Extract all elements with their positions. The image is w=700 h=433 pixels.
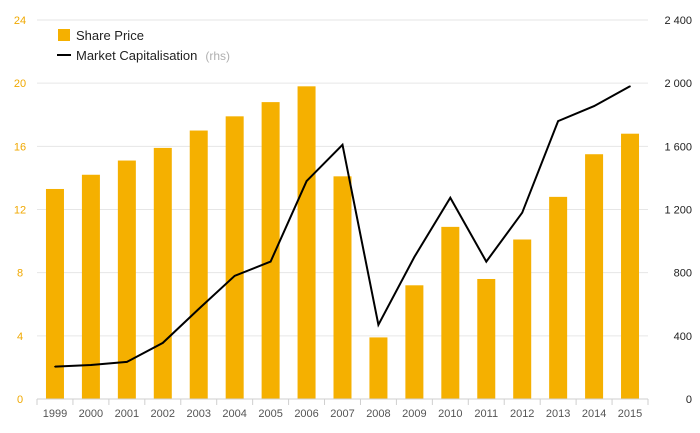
- bar-2003: [189, 130, 208, 399]
- market-cap-point-2011: [485, 260, 488, 263]
- market-cap-point-2005: [269, 260, 272, 263]
- x-axis: 1999 2000 2001 2002 2003 2004 2005 2006 2007 2008…: [36, 398, 649, 420]
- x-tick-label: 2002: [151, 408, 175, 420]
- market-cap-line: [54, 85, 631, 368]
- share-price-bars: [45, 86, 640, 400]
- bar-2005: [261, 102, 280, 399]
- left-tick-label: 20: [14, 78, 26, 90]
- x-tick-label: 2013: [546, 408, 570, 420]
- bar-2009: [405, 285, 424, 399]
- bar-2007: [333, 176, 352, 399]
- x-tick-label: 2004: [222, 408, 246, 420]
- right-tick-label: 2 000: [664, 78, 692, 90]
- right-tick-label: 0: [686, 394, 692, 406]
- market-cap-point-2004: [233, 275, 236, 277]
- x-tick-label: 2005: [258, 408, 282, 420]
- x-tick-label: 2003: [186, 408, 210, 420]
- left-axis-ticks: 0 4 8 12 16 20 24: [14, 15, 26, 406]
- x-tick-label: 2012: [510, 408, 534, 420]
- bar-2013: [549, 196, 568, 399]
- x-tick-label: 2011: [474, 408, 498, 420]
- market-cap-point-2007: [341, 143, 344, 146]
- left-tick-label: 4: [17, 331, 23, 343]
- market-cap-point-2012: [521, 211, 524, 214]
- right-tick-label: 800: [674, 268, 692, 280]
- bar-2014: [585, 154, 604, 399]
- market-cap-point-2010: [449, 196, 452, 199]
- legend-label-share-price: Share Price: [76, 28, 144, 43]
- bar-2001: [117, 160, 136, 399]
- bar-2004: [225, 116, 244, 400]
- right-tick-label: 1 200: [664, 205, 692, 217]
- bar-2002: [153, 147, 172, 399]
- bar-2011: [477, 278, 496, 399]
- left-tick-label: 0: [17, 394, 23, 406]
- bar-1999: [45, 188, 64, 399]
- left-tick-label: 16: [14, 141, 26, 153]
- market-cap-point-2003: [197, 308, 200, 310]
- x-tick-label: 2015: [618, 408, 642, 420]
- x-tick-label: 2010: [438, 408, 462, 420]
- bar-2010: [441, 226, 460, 399]
- market-cap-point-2002: [161, 342, 164, 344]
- market-cap-point-2013: [557, 120, 559, 122]
- bar-2015: [621, 133, 640, 399]
- x-tick-label: 2008: [366, 408, 390, 420]
- x-tick-label: 2014: [582, 408, 606, 420]
- x-tick-label: 2001: [115, 408, 139, 420]
- market-cap-point-2014: [593, 105, 595, 107]
- x-tick-label: 2009: [402, 408, 426, 420]
- right-tick-label: 400: [674, 331, 692, 343]
- bar-2006: [297, 86, 316, 399]
- bar-2012: [513, 239, 532, 399]
- legend: Share Price Market Capitalisation (rhs): [57, 28, 230, 64]
- x-tick-label: 2007: [330, 408, 354, 420]
- legend-label-market-cap-group: Market Capitalisation (rhs): [76, 47, 230, 64]
- market-cap-point-2000: [90, 364, 92, 366]
- market-cap-point-2001: [126, 361, 128, 363]
- right-tick-label: 1 600: [664, 141, 692, 153]
- left-tick-label: 12: [14, 205, 26, 217]
- right-tick-label: 2 400: [664, 15, 692, 27]
- left-tick-label: 8: [17, 268, 23, 280]
- market-cap-point-2008: [377, 323, 380, 326]
- left-tick-label: 24: [14, 15, 26, 27]
- legend-label-market-cap-suffix: (rhs): [205, 49, 230, 63]
- x-tick-label: 2006: [294, 408, 318, 420]
- x-tick-label: 2000: [79, 408, 103, 420]
- legend-swatch-share-price: [58, 29, 70, 41]
- market-cap-point-2009: [413, 256, 416, 258]
- legend-label-market-cap: Market Capitalisation: [76, 48, 197, 63]
- bar-2000: [81, 174, 100, 399]
- bar-2008: [369, 337, 388, 399]
- market-cap-point-1999: [54, 365, 56, 368]
- market-cap-point-2006: [305, 180, 308, 182]
- market-cap-point-2015: [629, 85, 631, 88]
- x-tick-label: 1999: [43, 408, 67, 420]
- right-axis-ticks: 0 400 800 1 200 1 600 2 000 2 400: [664, 15, 692, 406]
